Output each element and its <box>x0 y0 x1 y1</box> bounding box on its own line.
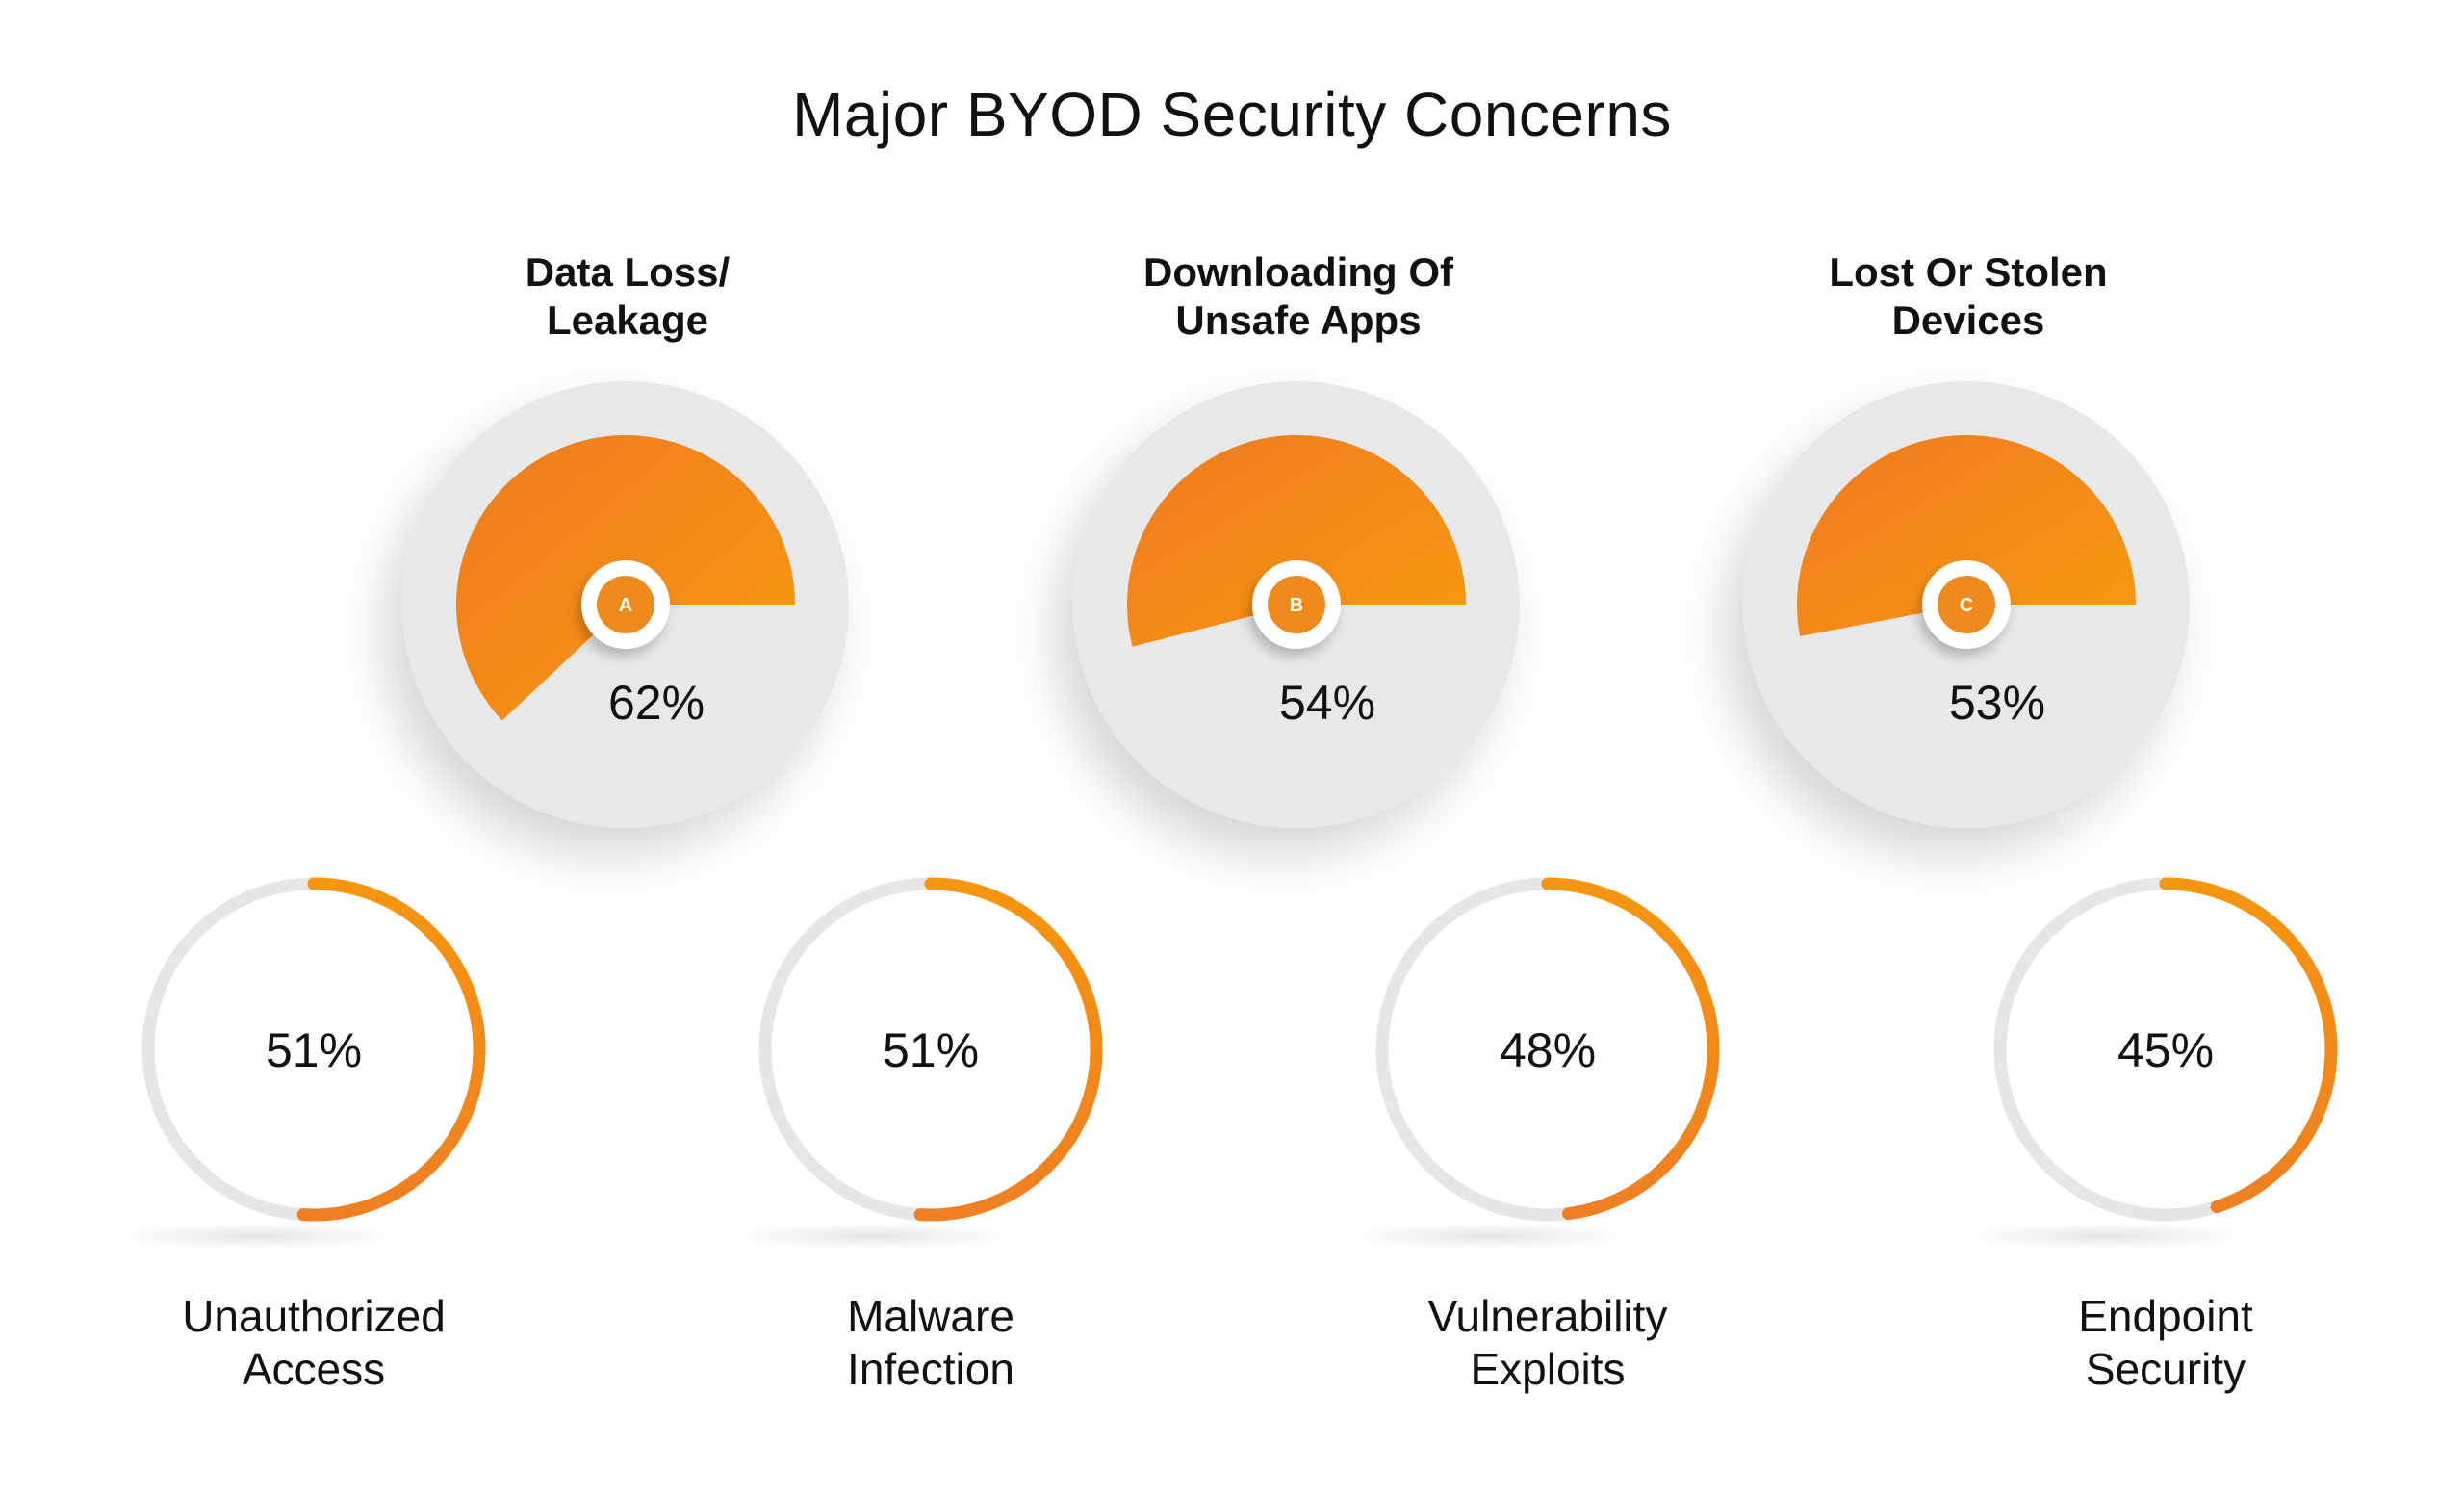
ring-1-label-line-1: Unauthorized <box>182 1291 446 1341</box>
gauge-a: A 62% <box>402 381 849 828</box>
ring-3-shadow <box>1346 1223 1634 1250</box>
ring-2-value: 51% <box>883 1023 979 1077</box>
ring-4-shadow <box>1964 1223 2252 1250</box>
ring-3-label-line-2: Exploits <box>1470 1344 1626 1394</box>
ring-1-shadow <box>112 1223 400 1250</box>
ring-3-progress <box>1541 877 1720 1221</box>
gauge-c-sector <box>1797 434 2136 636</box>
ring-1-progress <box>296 877 486 1222</box>
gauge-c-knob-core <box>1938 576 1995 633</box>
gauge-a-title-line-1: Data Loss/ <box>525 249 731 295</box>
gauge-a-letter: A <box>619 595 632 616</box>
gauge-a-knob-core <box>597 576 654 633</box>
ring-2-shadow <box>729 1223 1017 1250</box>
gauge-c-value: 53% <box>1949 676 2045 730</box>
ring-1-value: 51% <box>266 1023 362 1077</box>
ring-3-label: Vulnerability Exploits <box>1297 1290 1798 1396</box>
ring-3: 48% <box>1346 877 1720 1250</box>
gauge-b-knob-core <box>1268 576 1325 633</box>
gauge-b-title-line-1: Downloading Of <box>1143 249 1453 295</box>
rings-group: 51% 51% 48% 45% <box>112 877 2338 1250</box>
gauge-c-letter: C <box>1960 595 1973 616</box>
ring-2-label: Malware Infection <box>680 1290 1181 1396</box>
ring-4-value: 45% <box>2118 1023 2214 1077</box>
gauge-b-letter: B <box>1290 595 1303 616</box>
gauge-a-title-line-2: Leakage <box>546 297 709 343</box>
chart-title: Major BYOD Security Concerns <box>792 80 1672 149</box>
ring-2: 51% <box>729 877 1103 1250</box>
ring-4-label: Endpoint Security <box>1915 1290 2416 1396</box>
gauge-a-title: Data Loss/ Leakage <box>358 248 897 345</box>
ring-2-label-line-2: Infection <box>847 1344 1014 1394</box>
ring-3-value: 48% <box>1500 1023 1596 1077</box>
gauges-group: A 62% B 54% C 53% <box>402 381 2190 828</box>
gauge-b-title-line-2: Unsafe Apps <box>1175 297 1422 343</box>
ring-4-label-line-2: Security <box>2085 1344 2246 1394</box>
gauge-c-title-line-1: Lost Or Stolen <box>1829 249 2108 295</box>
ring-1-label: Unauthorized Access <box>64 1290 564 1396</box>
gauge-c-title: Lost Or Stolen Devices <box>1699 248 2238 345</box>
gauge-a-value: 62% <box>608 676 705 730</box>
ring-4: 45% <box>1964 877 2338 1250</box>
ring-2-progress <box>913 877 1103 1222</box>
ring-1: 51% <box>112 877 486 1250</box>
gauge-b: B 54% <box>1073 381 1520 828</box>
gauge-c: C 53% <box>1743 381 2190 828</box>
ring-1-label-line-2: Access <box>242 1344 386 1394</box>
gauge-c-title-line-2: Devices <box>1891 297 2045 343</box>
gauge-b-title: Downloading Of Unsafe Apps <box>1029 248 1568 345</box>
gauge-b-value: 54% <box>1279 676 1375 730</box>
gauge-b-sector <box>1127 434 1466 647</box>
ring-4-progress <box>2159 877 2338 1214</box>
ring-3-label-line-1: Vulnerability <box>1427 1291 1668 1341</box>
ring-4-label-line-1: Endpoint <box>2078 1291 2253 1341</box>
ring-2-label-line-1: Malware <box>847 1291 1014 1341</box>
